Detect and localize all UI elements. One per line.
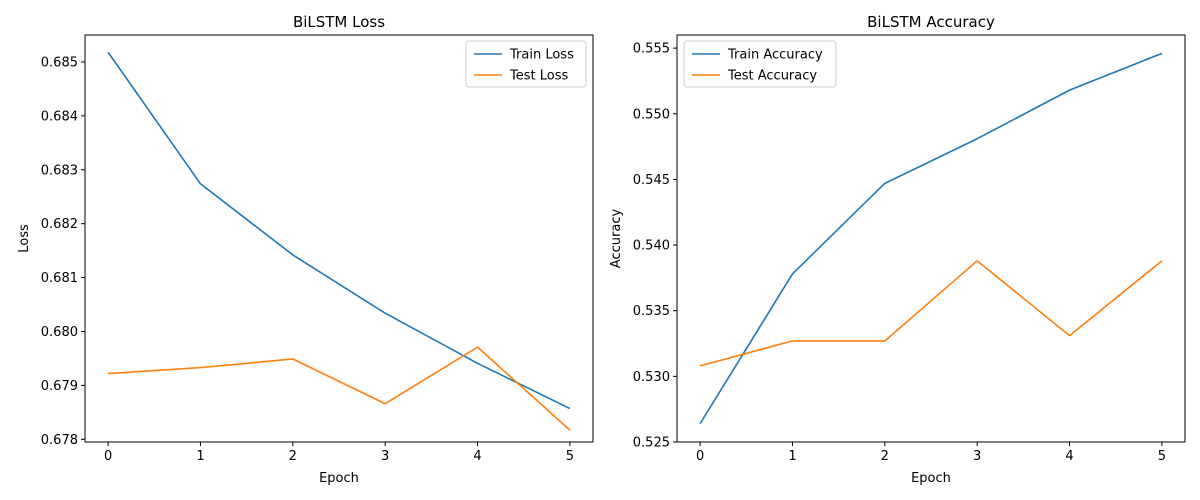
y-tick-label: 0.540 <box>633 239 670 254</box>
legend-label: Test Accuracy <box>727 69 817 84</box>
chart-title: BiLSTM Loss <box>293 13 385 31</box>
x-tick-label: 1 <box>788 449 796 464</box>
x-tick-label: 0 <box>104 449 112 464</box>
legend: Train Accuracy Test Accuracy <box>683 40 837 88</box>
y-axis-label: Loss <box>17 224 32 253</box>
chart-title: BiLSTM Accuracy <box>867 13 995 31</box>
x-tick-label: 2 <box>881 449 889 464</box>
legend-label: Train Accuracy <box>727 48 823 63</box>
plot-frame <box>84 34 594 443</box>
chart-accuracy: BiLSTM Accuracy 0 1 2 3 4 5 0.525 0.530 0.535 0.54… <box>609 13 1186 486</box>
chart-loss: BiLSTM Loss 0 1 2 3 4 5 0.678 0.679 0.680 0.681 0.6… <box>17 13 594 486</box>
y-tick-label: 0.530 <box>633 370 670 385</box>
x-tick-label: 2 <box>289 449 297 464</box>
y-tick-label: 0.555 <box>633 42 670 57</box>
series-line-train-accuracy <box>699 52 1163 425</box>
y-tick-label: 0.682 <box>41 217 78 232</box>
y-tick-label: 0.684 <box>41 109 78 124</box>
series-line-train-loss <box>107 51 571 410</box>
x-tick-label: 1 <box>196 449 204 464</box>
legend-box <box>683 40 837 88</box>
legend-label: Train Loss <box>509 48 574 63</box>
y-tick-label: 0.545 <box>633 173 670 188</box>
x-tick-label: 0 <box>696 449 704 464</box>
x-tick-label: 5 <box>566 449 574 464</box>
x-tick-label: 4 <box>473 449 481 464</box>
x-tick-label: 4 <box>1065 449 1073 464</box>
y-tick-label: 0.683 <box>41 163 78 178</box>
y-tick-label: 0.535 <box>633 304 670 319</box>
x-tick-label: 3 <box>973 449 981 464</box>
y-tick-label: 0.681 <box>41 271 78 286</box>
y-tick-label: 0.550 <box>633 107 670 122</box>
y-tick-label: 0.678 <box>41 433 78 448</box>
y-tick-label: 0.680 <box>41 325 78 340</box>
x-tick-label: 3 <box>381 449 389 464</box>
y-axis-label: Accuracy <box>609 209 624 269</box>
legend-label: Test Loss <box>509 69 568 84</box>
y-tick-label: 0.679 <box>41 379 78 394</box>
x-tick-label: 5 <box>1158 449 1166 464</box>
y-tick-label: 0.525 <box>633 436 670 451</box>
series-line-test-loss <box>108 346 571 431</box>
y-tick-label: 0.685 <box>41 55 78 70</box>
x-axis-label: Epoch <box>319 471 359 486</box>
legend: Train Loss Test Loss <box>465 40 587 88</box>
plot-frame <box>676 34 1186 443</box>
series-line-test-accuracy <box>699 260 1163 367</box>
x-axis-label: Epoch <box>911 471 951 486</box>
